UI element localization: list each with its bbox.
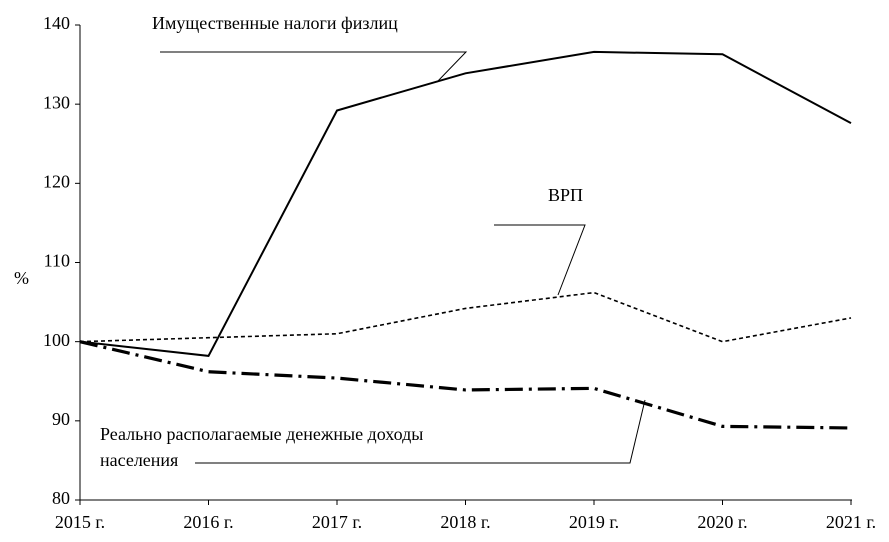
x-tick-label: 2019 г. [569,512,619,532]
x-tick-label: 2018 г. [440,512,490,532]
annotation: Реально располагаемые денежные доходы [100,424,423,444]
x-tick-label: 2021 г. [826,512,876,532]
series-line [79,50,852,357]
x-tick-label: 2015 г. [55,512,105,532]
leader-line [195,399,646,464]
y-tick-label: 80 [52,488,70,508]
annotation: населения [100,450,178,470]
series-line [79,340,852,430]
series-line [79,291,852,343]
y-tick-label: 130 [43,92,70,112]
x-tick-label: 2017 г. [312,512,362,532]
y-tick-label: 100 [43,330,70,350]
leader-line [494,224,586,296]
y-tick-label: 140 [43,13,70,33]
x-tick-label: 2016 г. [183,512,233,532]
leader-line [160,51,468,83]
y-axis-label: % [14,268,29,288]
y-tick-label: 120 [43,171,70,191]
annotation: Имущественные налоги физлиц [152,13,398,33]
y-tick-label: 90 [52,409,70,429]
y-tick-label: 110 [44,251,70,271]
x-tick-label: 2020 г. [697,512,747,532]
annotation: ВРП [548,185,583,205]
